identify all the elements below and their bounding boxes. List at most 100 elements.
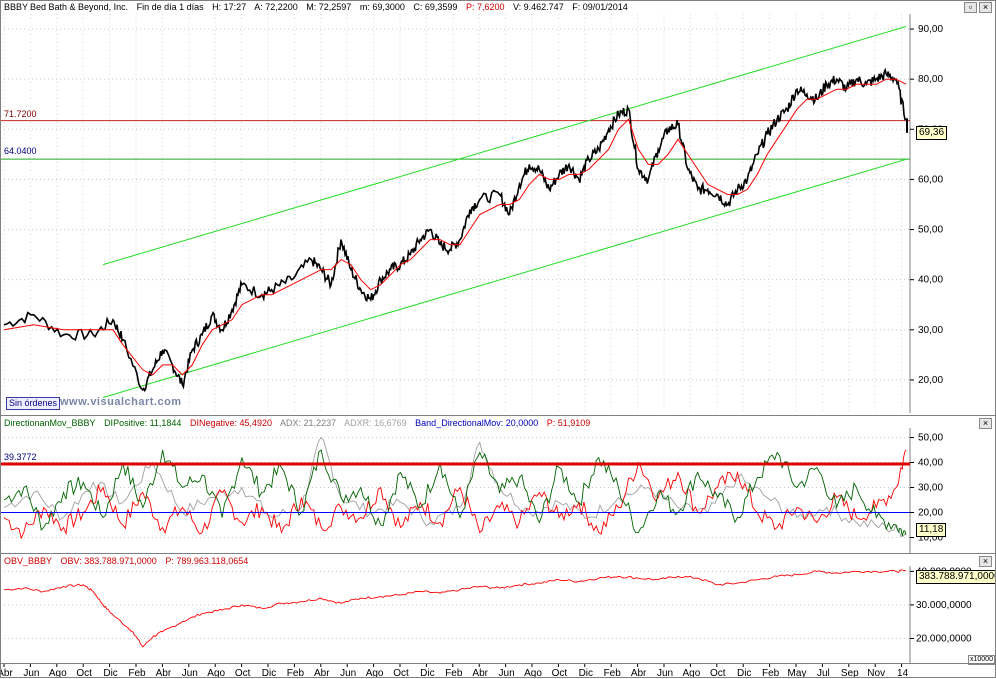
obv-tick-label: 20.000,0000	[916, 634, 972, 645]
obv-last-box: 383.788.971,0000	[916, 570, 996, 584]
time-tick-label: Oct	[76, 668, 92, 679]
period: Fin de día 1 días	[136, 2, 204, 12]
time-tick-label: Abr	[472, 668, 488, 679]
time-tick-label: Dic	[579, 668, 593, 679]
time-tick-label: Abr	[156, 668, 172, 679]
quote-close: C: 69,3599	[413, 2, 458, 12]
time-tick-label: Sep	[841, 668, 859, 679]
dmi-name: DirectionanMov_BBBY	[4, 418, 96, 428]
dmi-di-positive: DIPositive: 11,1844	[104, 418, 182, 428]
price-series-line	[3, 67, 907, 393]
quote-volume: V: 9.462.747	[512, 2, 564, 12]
obv-line	[3, 569, 907, 648]
price-tick-label: 30,00	[918, 325, 943, 336]
quote-high: M: 72,2597	[306, 2, 352, 12]
quote-open: A: 72,2200	[254, 2, 298, 12]
panel-close-button[interactable]: ×	[979, 2, 992, 13]
obv-name: OBV_BBBY	[4, 556, 53, 566]
dmi-adx: ADX: 21,2237	[280, 418, 337, 428]
price-panel[interactable]: BBBY Bed Bath & Beyond, Inc. Fin de día 1…	[0, 0, 996, 415]
obv-panel[interactable]: OBV_BBBY OBV: 383.788.971,0000 P: 789.96…	[0, 553, 996, 665]
time-tick-label: Jul	[817, 668, 830, 679]
dmi-header: DirectionanMov_BBBY DIPositive: 11,1844 …	[4, 418, 596, 428]
dmi-adxr: ADXR: 16,6769	[344, 418, 407, 428]
adx-line	[3, 436, 907, 537]
price-tick-label: 40,00	[918, 275, 943, 286]
time-tick-label: Jun	[657, 668, 673, 679]
panel-menu-button[interactable]: ▫	[964, 2, 977, 13]
dmi-level-label: 39.3772	[4, 452, 37, 462]
time-tick-label: Feb	[287, 668, 305, 679]
channel-lower-line	[102, 158, 907, 398]
time-axis: Abr Jun Ago Oct Dic Feb Abr Jun Ago Oct Dic Feb Abr J…	[0, 663, 996, 679]
time-tick-label: Oct	[393, 668, 409, 679]
orders-badge[interactable]: Sin órdenes	[6, 397, 61, 410]
obv-scale-note: x10000	[968, 655, 995, 665]
time-tick-label: Dic	[103, 668, 117, 679]
price-tick-label: 20,00	[918, 375, 943, 386]
channel-upper-line	[102, 26, 907, 266]
dmi-last-box: 11,18	[916, 523, 947, 537]
company-name: Bed Bath & Beyond, Inc.	[30, 2, 129, 12]
dmi-band: Band_DirectionalMov: 20,0000	[415, 418, 539, 428]
time-tick-label: Abr	[0, 668, 13, 679]
time-tick-label: Dic	[420, 668, 434, 679]
time-tick-label: Abr	[631, 668, 647, 679]
dmi-tick-label: 20,00	[918, 508, 943, 519]
dmi-tick-label: 50,00	[918, 433, 943, 444]
obv-value: OBV: 383.788.971,0000	[60, 556, 157, 566]
dmi-chart: 50,00 40,00 30,00 20,00 10,00	[0, 428, 943, 554]
obv-p: P: 789.963.118,0654	[165, 556, 249, 566]
obv-close-button[interactable]: ×	[979, 556, 992, 567]
time-tick-label: Jun	[182, 668, 198, 679]
time-tick-label: Oct	[552, 668, 568, 679]
time-tick-label: Abr	[314, 668, 330, 679]
time-tick-label: Feb	[604, 668, 622, 679]
price-tick-label: 60,00	[918, 174, 943, 185]
dmi-tick-label: 40,00	[918, 458, 943, 469]
time-tick-label: Ago	[366, 668, 384, 679]
time-tick-label: Ago	[683, 668, 701, 679]
time-tick-label: Jun	[340, 668, 356, 679]
price-header: BBBY Bed Bath & Beyond, Inc. Fin de día 1…	[4, 2, 634, 12]
obv-tick-label: 30.000,0000	[916, 600, 972, 611]
price-tick-label: 50,00	[918, 225, 943, 236]
dmi-close-button[interactable]: ×	[979, 418, 992, 429]
quote-change: P: 7,6200	[465, 2, 505, 12]
time-tick-label: Jun	[23, 668, 39, 679]
dmi-di-negative: DINegative: 45,4920	[189, 418, 273, 428]
time-tick-label: Feb	[445, 668, 463, 679]
dmi-p: P: 51,9109	[546, 418, 591, 428]
time-tick-label: Oct	[235, 668, 251, 679]
price-tick-label: 90,00	[918, 24, 943, 35]
time-tick-label: Feb	[762, 668, 780, 679]
time-tick-label: Ago	[524, 668, 542, 679]
watermark: www.visualchart.com	[60, 396, 182, 408]
last-price-box: 69,36	[916, 126, 948, 140]
time-tick-label: Feb	[128, 668, 146, 679]
moving-average-line	[3, 78, 907, 376]
di-positive-line	[3, 449, 907, 537]
time-tick-label: May	[788, 668, 807, 679]
time-tick-label: 14	[897, 668, 909, 679]
dmi-tick-label: 10,00	[918, 533, 943, 544]
dmi-tick-label: 30,00	[918, 483, 943, 494]
support-level-label: 64.0400	[4, 146, 37, 156]
time-tick-label: Oct	[710, 668, 726, 679]
dmi-panel[interactable]: DirectionanMov_BBBY DIPositive: 11,1844 …	[0, 415, 996, 554]
di-negative-line	[3, 449, 907, 540]
symbol: BBBY	[4, 2, 29, 12]
time-tick-label: Ago	[49, 668, 67, 679]
obv-header: OBV_BBBY OBV: 383.788.971,0000 P: 789.96…	[4, 556, 254, 566]
price-tick-label: 80,00	[918, 74, 943, 85]
quote-low: m: 69,3000	[359, 2, 405, 12]
time-tick-label: Ago	[207, 668, 225, 679]
time-tick-label: Nov	[867, 668, 885, 679]
time-tick-label: Dic	[262, 668, 276, 679]
time-tick-label: Jun	[499, 668, 515, 679]
resistance-level-label: 71.7200	[4, 109, 37, 119]
time-tick-label: Dic	[737, 668, 751, 679]
quote-time: H: 17:27	[212, 2, 247, 12]
